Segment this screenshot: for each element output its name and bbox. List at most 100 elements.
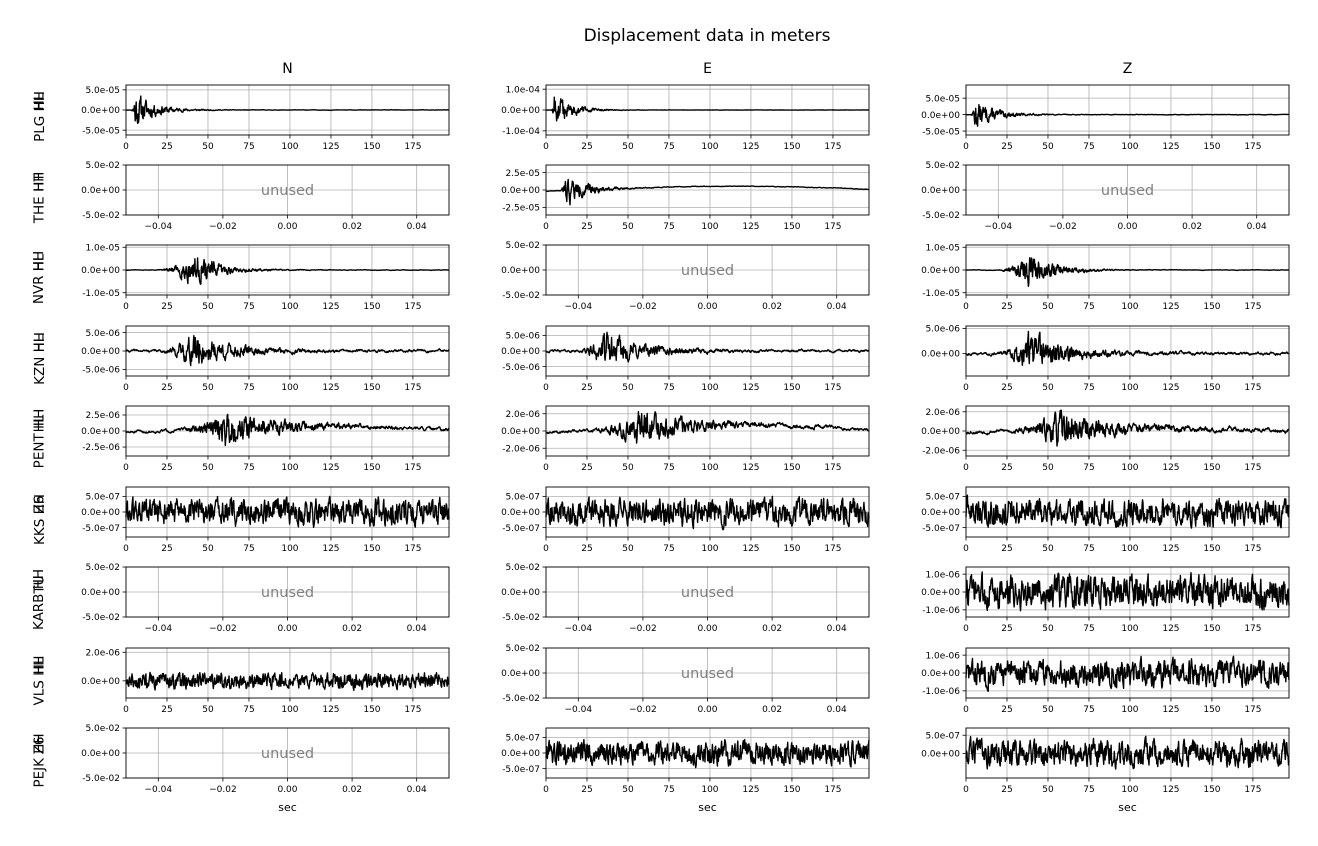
seismic-trace — [125, 335, 450, 367]
subplot: 0 25 50 75 100 125 150 175 2.0e-06 0.0e+00 -2.0e-0… — [501, 405, 870, 473]
subplot-frame — [125, 325, 450, 377]
y-tick-label: -5.0e-06 — [502, 363, 540, 373]
x-tick-label: 125 — [742, 142, 759, 152]
subplot: −0.04 −0.02 0.00 0.02 0.04 5.0e-02 0.0e+00 -5.0… — [81, 161, 450, 232]
unused-label: unused — [261, 746, 314, 762]
subplot-frame — [965, 566, 1290, 618]
y-tick-label: -5.0e-02 — [82, 613, 120, 623]
subplot-frame — [965, 486, 1290, 538]
x-tick-label: 25 — [1001, 544, 1012, 554]
x-tick-label: 50 — [202, 383, 214, 393]
column-title-n: N — [282, 61, 293, 77]
x-tick-label: 50 — [202, 302, 214, 312]
x-tick-label: 125 — [1162, 463, 1179, 473]
seismic-trace — [965, 330, 1290, 366]
x-tick-label: 0 — [543, 785, 549, 795]
seismic-trace — [965, 257, 1290, 288]
x-tick-label: 0.00 — [277, 785, 297, 795]
x-tick-label: 150 — [363, 302, 380, 312]
x-tick-label: 75 — [1083, 624, 1094, 634]
y-tick-label: 0.0e+00 — [501, 508, 540, 518]
x-tick-label: 0 — [543, 463, 549, 473]
x-tick-label: 75 — [1083, 142, 1094, 152]
x-tick-label: 125 — [1162, 302, 1179, 312]
x-tick-label: 50 — [1042, 544, 1054, 554]
y-tick-label: 0.0e+00 — [501, 427, 540, 437]
seismic-trace — [965, 494, 1290, 529]
subplot: 0 25 50 75 100 125 150 175 2.5e-05 0.0e+00 -2.5e-0… — [501, 164, 870, 232]
y-tick-label: -1.0e-06 — [922, 687, 960, 697]
x-tick-label: 75 — [1083, 705, 1094, 715]
y-tick-label: 5.0e-07 — [505, 734, 540, 744]
y-tick-label: 0.0e+00 — [921, 350, 960, 360]
x-tick-label: 75 — [243, 383, 254, 393]
y-tick-label: 5.0e-06 — [85, 329, 120, 339]
x-tick-label: 50 — [622, 222, 634, 232]
x-tick-label: 0.02 — [342, 624, 362, 634]
y-tick-label: 0.0e+00 — [81, 266, 120, 276]
unused-label: unused — [681, 666, 734, 682]
subplot: 0 25 50 75 100 125 150 175 5.0e-05 0.0e+00 -5.0e-0… — [81, 84, 450, 152]
x-tick-label: 25 — [1001, 785, 1012, 795]
x-tick-label: 75 — [1083, 785, 1094, 795]
y-tick-label: 2.5e-06 — [85, 411, 120, 421]
x-tick-label: 25 — [581, 544, 592, 554]
x-tick-label: 175 — [1244, 463, 1261, 473]
seismic-trace — [125, 95, 450, 125]
x-tick-label: 150 — [1203, 785, 1220, 795]
x-tick-label: 25 — [581, 785, 592, 795]
x-tick-label: 175 — [1244, 142, 1261, 152]
subplot-frame — [125, 405, 450, 457]
x-tick-label: 175 — [824, 785, 841, 795]
x-tick-label: 50 — [1042, 705, 1054, 715]
x-tick-label: 100 — [281, 142, 298, 152]
x-tick-label: 175 — [404, 544, 421, 554]
y-tick-label: 0.0e+00 — [921, 508, 960, 518]
subplot-frame — [545, 566, 870, 618]
x-tick-label: 50 — [622, 142, 634, 152]
x-tick-label: 175 — [404, 463, 421, 473]
subplot-frame — [125, 566, 450, 618]
x-tick-label: 0.02 — [342, 222, 362, 232]
x-tick-label: 25 — [161, 383, 172, 393]
x-tick-label: 100 — [1121, 624, 1138, 634]
x-tick-label: 0 — [123, 383, 129, 393]
x-tick-label: 25 — [1001, 705, 1012, 715]
x-tick-label: 0.00 — [697, 624, 717, 634]
x-tick-label: 0 — [543, 222, 549, 232]
y-tick-label: 2.0e-06 — [505, 410, 540, 420]
y-tick-label: 0.0e+00 — [921, 266, 960, 276]
subplot-frame — [545, 244, 870, 296]
x-tick-label: −0.04 — [565, 302, 593, 312]
subplot-frame — [125, 244, 450, 296]
y-tick-label: 5.0e-02 — [85, 563, 120, 573]
x-tick-label: 50 — [1042, 463, 1054, 473]
x-tick-label: 175 — [404, 302, 421, 312]
subplot-frame — [545, 647, 870, 699]
x-tick-label: 0.00 — [277, 624, 297, 634]
x-tick-label: 0 — [543, 383, 549, 393]
x-tick-label: 150 — [1203, 463, 1220, 473]
x-tick-label: 0.02 — [762, 302, 782, 312]
unused-label: unused — [681, 263, 734, 279]
y-tick-label: -5.0e-02 — [502, 694, 540, 704]
x-tick-label: 175 — [404, 705, 421, 715]
subplot: −0.04 −0.02 0.00 0.02 0.04 5.0e-02 0.0e+00 -5.0… — [501, 563, 870, 634]
subplot-frame — [965, 84, 1290, 136]
y-tick-label: 5.0e-02 — [505, 563, 540, 573]
subplot-frame — [965, 325, 1290, 377]
x-tick-label: 100 — [1121, 302, 1138, 312]
x-tick-label: 75 — [1083, 302, 1094, 312]
x-tick-label: 0.04 — [407, 624, 427, 634]
seismic-trace — [545, 411, 870, 444]
x-tick-label: 150 — [1203, 624, 1220, 634]
subplot-frame — [545, 325, 870, 377]
x-tick-label: 100 — [281, 705, 298, 715]
y-tick-label: -5.0e-07 — [922, 524, 960, 534]
subplot: 0 25 50 75 100 125 150 175 2.0e-06 0.0e+00 -2.0e-0… — [921, 405, 1290, 473]
x-axis-label-z: sec — [1118, 801, 1137, 814]
subplot-frame — [965, 164, 1290, 216]
x-tick-label: 175 — [824, 222, 841, 232]
x-tick-label: 175 — [404, 142, 421, 152]
x-tick-label: 50 — [622, 383, 634, 393]
